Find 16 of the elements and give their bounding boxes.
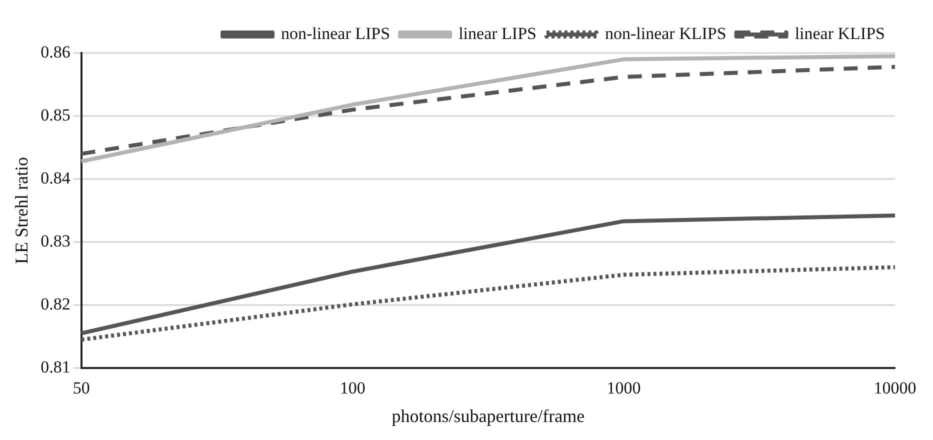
x-axis-title: photons/subaperture/frame <box>392 406 585 426</box>
x-tick-label: 100 <box>340 378 366 398</box>
x-tick-label: 10000 <box>874 378 916 398</box>
y-tick-label: 0.83 <box>40 231 70 250</box>
legend-label: non-linear KLIPS <box>604 24 726 43</box>
y-tick-label: 0.81 <box>40 357 70 376</box>
y-tick-label: 0.86 <box>40 42 70 62</box>
legend-label: linear KLIPS <box>794 24 886 43</box>
y-tick-label: 0.85 <box>40 105 70 124</box>
x-tick-label: 50 <box>72 378 90 398</box>
legend-label: non-linear LIPS <box>281 24 390 43</box>
y-axis-title: LE Strehl ratio <box>12 157 32 264</box>
y-tick-label: 0.84 <box>40 168 71 188</box>
legend-label: linear LIPS <box>458 24 536 43</box>
y-tick-label: 0.82 <box>40 294 70 314</box>
x-tick-label: 1000 <box>606 378 641 398</box>
